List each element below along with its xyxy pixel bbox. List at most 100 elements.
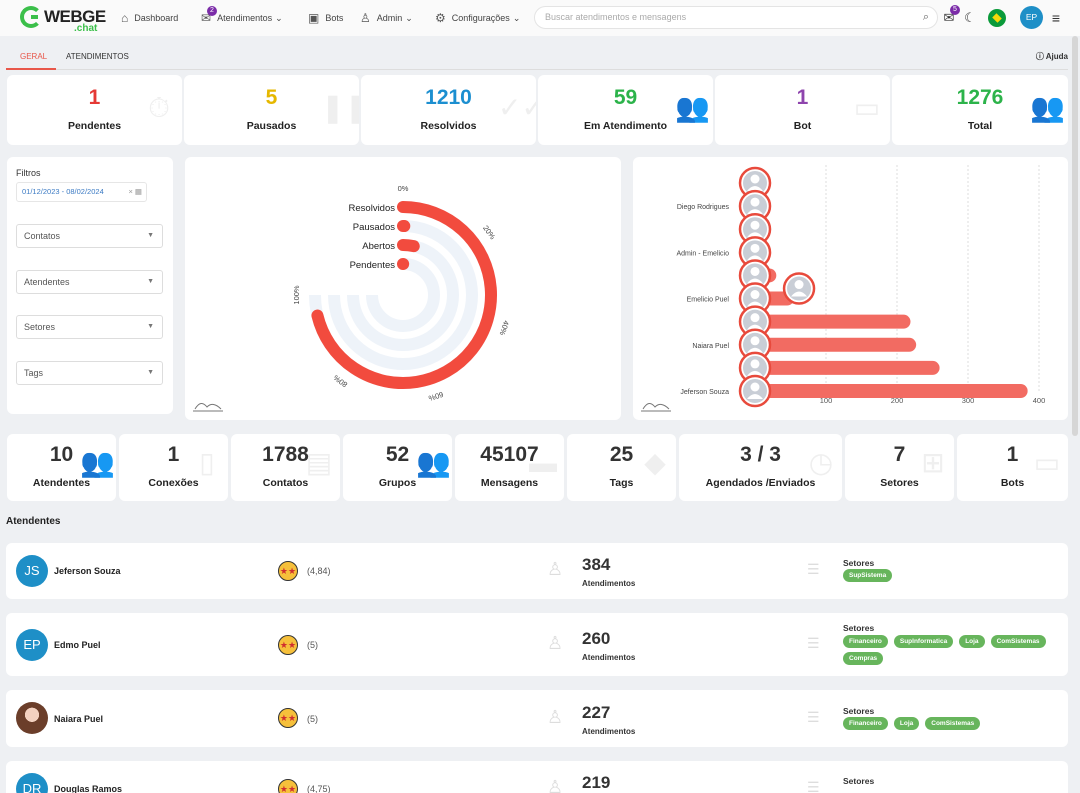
y-tick-label: Naiara Puel (692, 343, 729, 350)
x-tick-label: 100 (820, 396, 833, 405)
radial-bar (397, 239, 420, 253)
rating-value: (4,84) (307, 566, 331, 576)
chevron-down-icon: ▼ (147, 369, 154, 376)
bot-icon: ▣ (308, 11, 320, 25)
avatar-body (747, 301, 763, 307)
nav-dashboard-label: Dashboard (134, 13, 179, 23)
nav-admin[interactable]: ♙ Admin ⌄ (360, 0, 413, 36)
sector-tag: Financeiro (843, 635, 888, 648)
attendant-row[interactable]: EP Edmo Puel ★★ (5) ♙ 260 Atendimentos ☰… (6, 613, 1068, 676)
avatar-head (794, 280, 804, 290)
search-placeholder: Buscar atendimentos e mensagens (545, 12, 687, 22)
select-label: Tags (24, 368, 44, 378)
person-icon: ♙ (547, 777, 564, 793)
avatar-body (747, 278, 763, 284)
sector-tag: Loja (959, 635, 985, 648)
dark-mode-icon[interactable]: ☾ (964, 10, 976, 25)
sector-tag: Loja (893, 717, 920, 730)
menu-icon[interactable]: ≡ (1051, 10, 1061, 26)
sectors-title: Setores (843, 706, 875, 716)
home-icon: ⌂ (121, 11, 129, 25)
attendances-count: 260 (582, 629, 611, 648)
stat-card-tags: ◆ 25 Tags (567, 434, 676, 501)
notifications-icon[interactable]: ✉ (943, 10, 955, 25)
sectors-title: Setores (843, 776, 875, 786)
user-avatar[interactable]: EP (1020, 6, 1043, 29)
attendances-label: Atendimentos (582, 653, 636, 662)
contatos-select[interactable]: Contatos ▼ (16, 224, 163, 248)
stat-label: Em Atendimento (583, 120, 668, 132)
stat-card-agendados: ◷ 3 / 3 Agendados /Enviados (679, 434, 842, 501)
people-icon: 👥 (1030, 92, 1065, 123)
clear-date-icon[interactable]: × ▦ (128, 187, 142, 196)
chevron-down-icon: ▼ (147, 278, 154, 285)
select-label: Atendentes (24, 277, 70, 287)
chevron-down-icon: ⌄ (405, 12, 413, 23)
scrollbar[interactable] (1072, 36, 1078, 436)
star-eyes-emoji-icon: ★★ (278, 635, 298, 655)
stat-card-setores: ⊞ 7 Setores (845, 434, 954, 501)
nav-configuracoes-label: Configurações (451, 13, 510, 23)
attendant-row[interactable]: DR Douglas Ramos ★★ (4,75) ♙ 219 ☰ Setor… (6, 761, 1068, 793)
nav-configuracoes[interactable]: ⚙ Configurações ⌄ (435, 0, 520, 36)
sector-tag: SupInformatica (893, 635, 954, 648)
radial-tick-label: 0% (398, 184, 409, 193)
chart-toolbar-icon[interactable] (193, 403, 223, 412)
nav-dashboard[interactable]: ⌂ Dashboard (121, 0, 178, 36)
radial-track (347, 239, 459, 351)
search-input[interactable]: Buscar atendimentos e mensagens ⌕ (534, 6, 938, 29)
avatar-head (750, 313, 760, 323)
nav-bots[interactable]: ▣ Bots (308, 0, 343, 36)
stat-card-bot: ▭ 1 Bot (715, 75, 890, 145)
active-tab-indicator (6, 68, 56, 70)
stat-label: Mensagens (480, 477, 539, 489)
tab-atendimentos[interactable]: ATENDIMENTOS (66, 52, 129, 61)
stat-label: Atendentes (32, 477, 91, 489)
attendant-row[interactable]: Naiara Puel ★★ (5) ♙ 227 Atendimentos ☰ … (6, 690, 1068, 747)
stat-card-contatos: ▤ 1788 Contatos (231, 434, 340, 501)
radial-tick-label: 80% (331, 373, 349, 389)
laptop-icon: ▭ (1033, 447, 1061, 478)
avatar: EP (16, 629, 48, 661)
star-eyes-emoji-icon: ★★ (278, 561, 298, 581)
user-icon: ♙ (360, 11, 371, 25)
date-range-input[interactable]: 01/12/2023 - 08/02/2024 × ▦ (16, 182, 147, 202)
logo[interactable]: WEBGE .chat (20, 4, 106, 34)
timer-icon: ⏱ (148, 92, 170, 123)
brazil-flag-icon[interactable] (988, 9, 1006, 27)
tags-select[interactable]: Tags ▼ (16, 361, 163, 385)
avatar-head (750, 174, 760, 184)
atendentes-select[interactable]: Atendentes ▼ (16, 270, 163, 294)
setores-select[interactable]: Setores ▼ (16, 315, 163, 339)
avatar-head (750, 243, 760, 253)
attendances-count: 384 (582, 555, 611, 574)
avatar-head (750, 382, 760, 392)
stat-card-resolvidos: ✓✓ 1210 Resolvidos (361, 75, 536, 145)
nav-atendimentos[interactable]: ✉ Atendimentos ⌄ (201, 0, 283, 36)
stat-card-pendentes: ⏱ 1 Pendentes (7, 75, 182, 145)
person-icon: ♙ (547, 707, 564, 727)
bar (755, 314, 911, 329)
attendants-title: Atendentes (6, 516, 61, 527)
sector-tag: ComSistemas (925, 717, 981, 730)
person-icon: ♙ (547, 559, 564, 579)
stat-card-grupos: 👥 52 Grupos (343, 434, 452, 501)
rating-value: (4,75) (307, 784, 331, 793)
stat-value: 1 (1006, 443, 1019, 466)
attendant-row[interactable]: JS Jeferson Souza ★★ (4,84) ♙ 384 Atendi… (6, 543, 1068, 599)
y-tick-label: Admin - Emelicio (676, 250, 729, 257)
date-range-value: 01/12/2023 - 08/02/2024 (22, 187, 104, 196)
stack-icon: ☰ (807, 561, 820, 577)
chart-toolbar-icon[interactable] (641, 403, 671, 412)
radial-chart: Resolvidos Pausados Abertos Pendentes 0% 20% 4… (193, 184, 511, 412)
tab-geral[interactable]: GERAL (20, 52, 48, 61)
radial-bar (311, 201, 497, 389)
radial-tick-label: 60% (427, 390, 444, 403)
search-icon[interactable]: ⌕ (922, 11, 929, 23)
gear-icon: ⚙ (435, 11, 446, 25)
sector-tag: ComSistemas (990, 635, 1046, 648)
stat-value: 3 / 3 (740, 443, 781, 466)
stat-label: Agendados /Enviados (705, 477, 816, 489)
help-link[interactable]: ⓘ Ajuda (1036, 51, 1068, 62)
attendant-name: Douglas Ramos (54, 784, 123, 793)
